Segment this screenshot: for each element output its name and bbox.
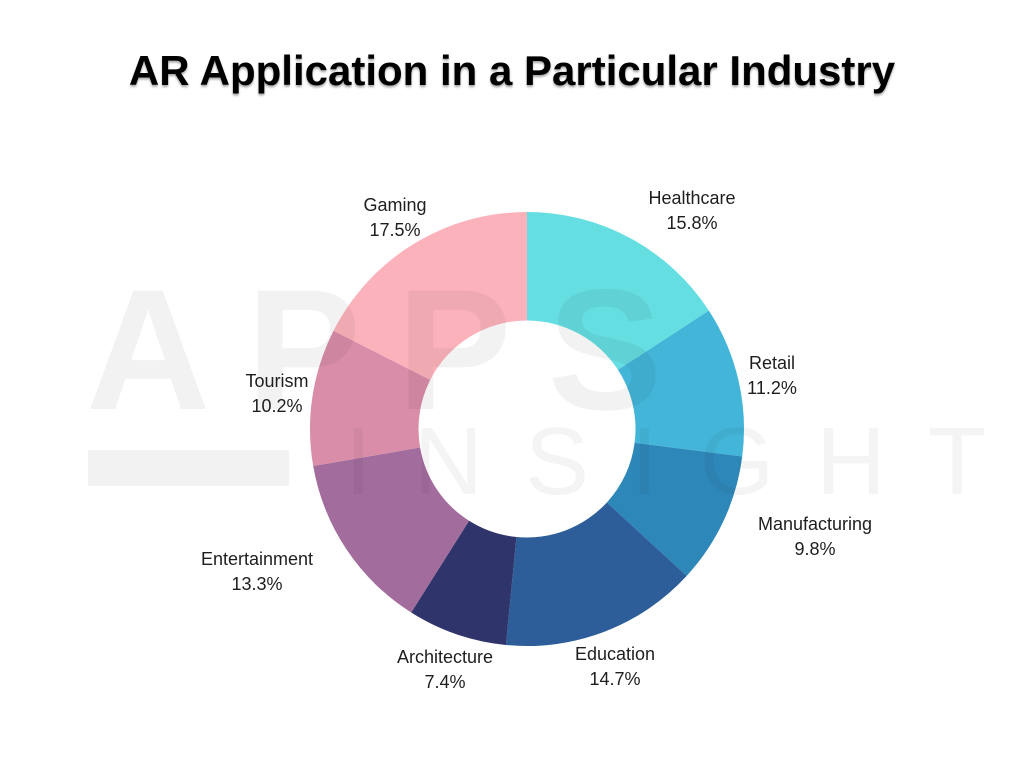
slice-education bbox=[505, 502, 687, 647]
label-healthcare: Healthcare 15.8% bbox=[648, 186, 735, 236]
slice-tourism bbox=[310, 330, 431, 467]
slice-healthcare bbox=[527, 212, 709, 370]
label-retail: Retail 11.2% bbox=[747, 351, 797, 401]
label-tourism: Tourism 10.2% bbox=[245, 369, 308, 419]
label-architecture: Architecture 7.4% bbox=[397, 645, 493, 695]
slice-name: Education bbox=[574, 644, 656, 664]
label-gaming: Gaming 17.5% bbox=[363, 193, 426, 243]
slice-value: 7.4% bbox=[424, 672, 466, 692]
label-entertainment: Entertainment 13.3% bbox=[201, 547, 313, 597]
watermark-underline-bar bbox=[88, 450, 289, 486]
slice-architecture bbox=[411, 520, 517, 645]
chart-title: AR Application in a Particular Industry bbox=[128, 47, 896, 94]
slice-value: 17.5% bbox=[369, 220, 421, 240]
slice-value: 9.8% bbox=[794, 539, 836, 559]
slice-retail bbox=[617, 310, 744, 457]
slice-name: Healthcare bbox=[648, 188, 736, 208]
slice-value: 14.7% bbox=[589, 669, 641, 689]
slice-value: 10.2% bbox=[251, 396, 303, 416]
slice-name: Architecture bbox=[396, 647, 494, 667]
slice-value: 13.3% bbox=[231, 574, 283, 594]
slice-name: Retail bbox=[748, 353, 796, 373]
donut-chart bbox=[310, 212, 744, 647]
slice-value: 11.2% bbox=[747, 378, 797, 398]
label-manufacturing: Manufacturing 9.8% bbox=[758, 512, 872, 562]
slice-value: 15.8% bbox=[666, 213, 718, 233]
slice-manufacturing bbox=[606, 442, 743, 576]
slice-name: Manufacturing bbox=[757, 514, 873, 534]
slice-name: Gaming bbox=[363, 195, 427, 215]
slice-gaming bbox=[333, 212, 527, 380]
slice-entertainment bbox=[313, 447, 470, 613]
label-education: Education 14.7% bbox=[575, 642, 655, 692]
slice-name: Tourism bbox=[245, 371, 309, 391]
slice-name: Entertainment bbox=[200, 549, 314, 569]
